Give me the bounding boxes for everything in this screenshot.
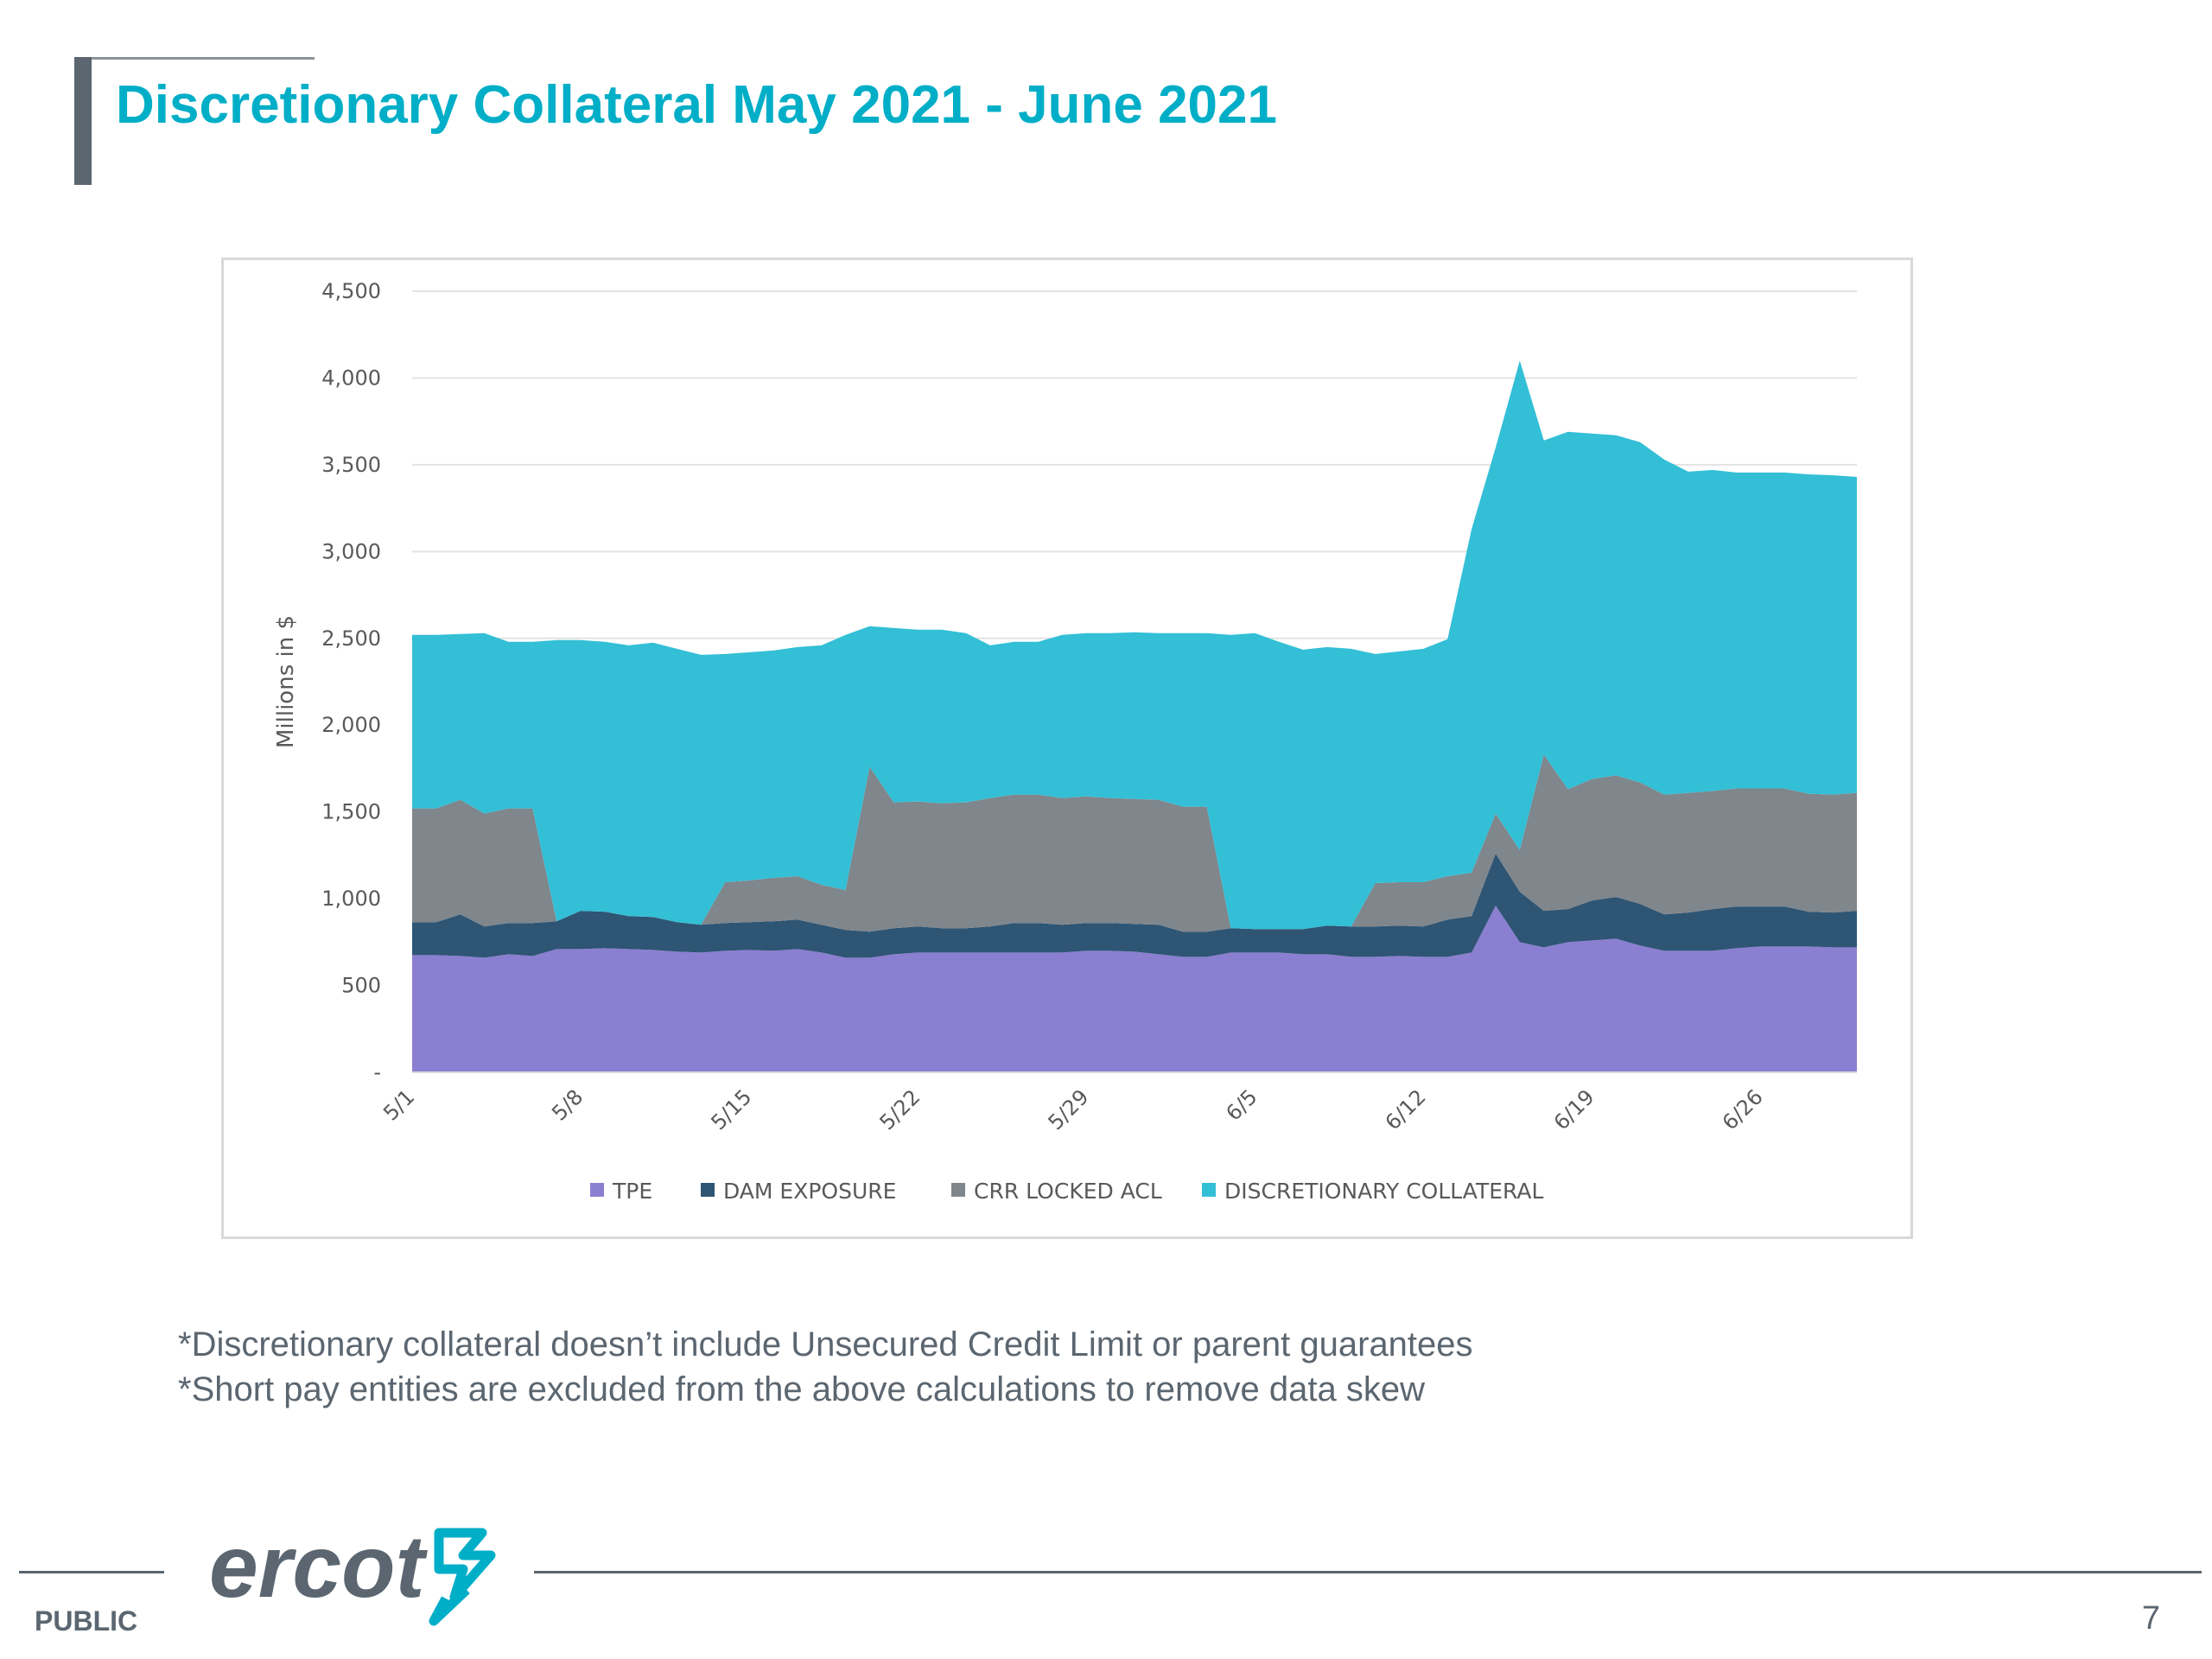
x-tick-label: 5/15 xyxy=(706,1084,756,1135)
x-tick-label: 5/8 xyxy=(547,1084,588,1125)
footer-line-left xyxy=(19,1571,164,1573)
legend-swatch xyxy=(1202,1183,1216,1197)
chart-frame: - 500 1,000 1,500 2,000 2,500 3,000 3,500 4,000 4… xyxy=(221,257,1913,1239)
slide-title: Discretionary Collateral May 2021 - June… xyxy=(116,75,1277,135)
y-axis-title: Millions in $ xyxy=(273,615,299,748)
area-series-4 xyxy=(412,360,1857,930)
x-tick-label: 5/22 xyxy=(875,1084,925,1135)
y-tick-label: 3,000 xyxy=(321,539,381,563)
y-tick-label: - xyxy=(373,1060,381,1084)
x-tick-label: 6/12 xyxy=(1381,1084,1431,1135)
legend-swatch xyxy=(701,1183,715,1197)
area-series-2 xyxy=(412,853,1857,958)
logo-lightning-icon xyxy=(429,1528,496,1626)
footnotes: *Discretionary collateral doesn’t includ… xyxy=(178,1322,1473,1412)
title-accent-bar xyxy=(74,57,92,185)
x-tick-label: 6/26 xyxy=(1718,1084,1768,1135)
footnote-1: *Discretionary collateral doesn’t includ… xyxy=(178,1325,1473,1363)
y-tick-label: 4,000 xyxy=(321,365,381,390)
legend-label: TPE xyxy=(612,1179,652,1204)
area-series-3 xyxy=(412,754,1857,932)
legend-label: CRR LOCKED ACL xyxy=(974,1179,1162,1204)
y-tick-label: 2,500 xyxy=(321,626,381,651)
legend-label: DAM EXPOSURE xyxy=(723,1179,896,1204)
footnote-2: *Short pay entities are excluded from th… xyxy=(178,1370,1426,1408)
x-tick-label: 6/19 xyxy=(1549,1084,1599,1135)
area-series-1 xyxy=(412,906,1857,1072)
ercot-logo: ercot xyxy=(209,1517,496,1626)
x-tick-label: 5/29 xyxy=(1044,1084,1094,1135)
footer-line-right xyxy=(534,1571,2202,1573)
y-tick-label: 1,500 xyxy=(321,800,381,824)
legend-swatch xyxy=(590,1183,604,1197)
title-accent-line xyxy=(92,57,315,60)
stacked-area-chart: - 500 1,000 1,500 2,000 2,500 3,000 3,500 4,000 4… xyxy=(273,279,1857,1204)
y-tick-label: 3,500 xyxy=(321,453,381,477)
logo-text: ercot xyxy=(209,1517,428,1616)
x-tick-label: 6/5 xyxy=(1221,1084,1262,1125)
y-tick-label: 1,000 xyxy=(321,887,381,911)
y-tick-label: 500 xyxy=(341,974,381,998)
page-number: 7 xyxy=(2141,1600,2160,1637)
public-label: PUBLIC xyxy=(35,1605,138,1637)
legend-label: DISCRETIONARY COLLATERAL xyxy=(1224,1179,1543,1204)
y-tick-label: 4,500 xyxy=(321,279,381,303)
y-tick-label: 2,000 xyxy=(321,713,381,737)
legend-swatch xyxy=(951,1183,965,1197)
x-tick-label: 5/1 xyxy=(378,1084,419,1125)
